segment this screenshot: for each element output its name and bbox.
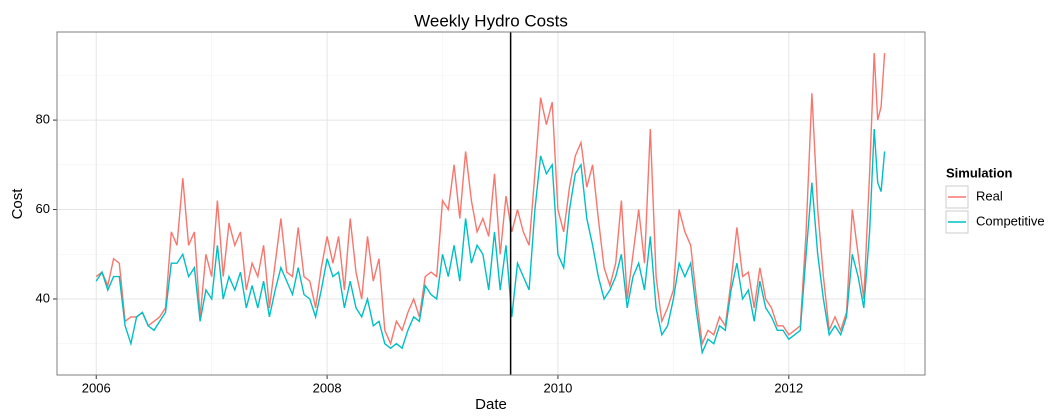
legend-title: Simulation <box>946 165 1013 180</box>
plot-border <box>56 31 926 376</box>
y-tick-label: 80 <box>36 112 50 127</box>
y-tick-label: 60 <box>36 201 50 216</box>
x-tick-label: 2008 <box>313 380 342 395</box>
x-tick-label: 2006 <box>82 380 111 395</box>
plot-background <box>57 32 925 375</box>
x-axis-label: Date <box>475 396 507 412</box>
chart-title: Weekly Hydro Costs <box>414 11 568 30</box>
line-series <box>95 52 886 347</box>
legend-label: Competitive <box>976 213 1045 228</box>
x-tick-label: 2012 <box>774 380 803 395</box>
legend-label: Real <box>976 188 1003 203</box>
line-series <box>95 128 886 356</box>
x-tick-label: 2010 <box>543 380 572 395</box>
y-tick-label: 40 <box>36 290 50 305</box>
y-axis-label: Cost <box>9 188 26 220</box>
